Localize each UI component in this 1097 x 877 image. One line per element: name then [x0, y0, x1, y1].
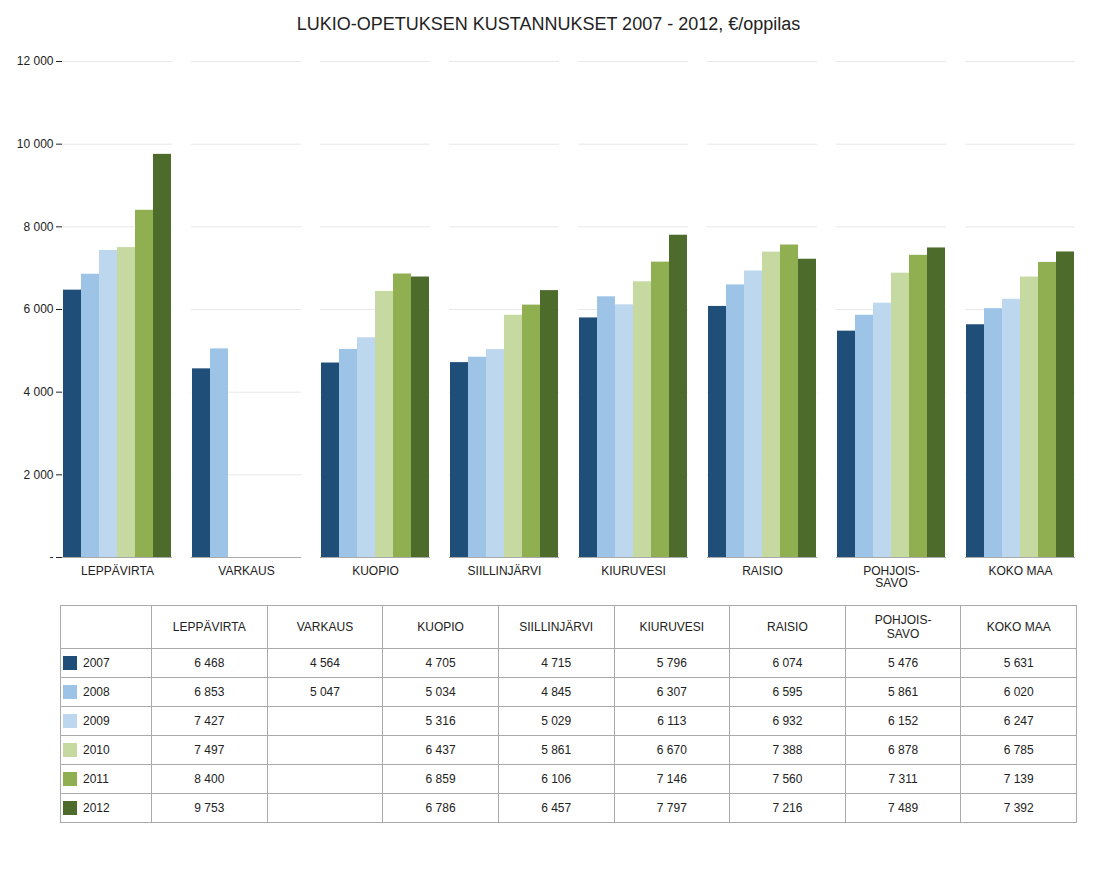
- html-text:6 247: 6 247: [1003, 714, 1034, 728]
- html-text:8 400: 8 400: [194, 772, 225, 786]
- html-text:5 034: 5 034: [425, 685, 456, 699]
- html-text:7 139: 7 139: [1003, 772, 1034, 786]
- html-text:7 497: 7 497: [194, 743, 225, 757]
- html-text:6 020: 6 020: [1003, 685, 1034, 699]
- html-text:KOKO MAA: KOKO MAA: [986, 620, 1051, 634]
- svg-text:6 000: 6 000: [23, 302, 53, 316]
- html-text:6 152: 6 152: [888, 714, 919, 728]
- html-text:7 560: 7 560: [772, 772, 803, 786]
- html-text:6 670: 6 670: [656, 743, 687, 757]
- html-text:6 106: 6 106: [541, 772, 572, 786]
- html-text:7 146: 7 146: [656, 772, 687, 786]
- html-text:6 786: 6 786: [425, 801, 456, 815]
- html-text:6 307: 6 307: [656, 685, 687, 699]
- svg-text:POHJOIS-SAVO: POHJOIS-SAVO: [863, 564, 920, 590]
- html-text:7 216: 7 216: [772, 801, 803, 815]
- svg-text:10 000: 10 000: [17, 137, 54, 151]
- html-text:2007: 2007: [83, 655, 110, 670]
- html-text:7 311: 7 311: [888, 772, 918, 786]
- svg-text:2 000: 2 000: [23, 468, 53, 482]
- html-text:KUOPIO: KUOPIO: [417, 620, 464, 634]
- html-text:4 715: 4 715: [541, 656, 572, 670]
- html-text:6 785: 6 785: [1003, 743, 1034, 757]
- html-text:2010: 2010: [83, 742, 110, 757]
- html-text:6 074: 6 074: [772, 656, 803, 670]
- html-text:4 564: 4 564: [309, 656, 340, 670]
- html-text:4 705: 4 705: [425, 656, 456, 670]
- html-text:5 861: 5 861: [888, 685, 919, 699]
- html-text:7 388: 7 388: [772, 743, 803, 757]
- html-text:7 489: 7 489: [888, 801, 919, 815]
- html-text:RAISIO: RAISIO: [767, 620, 808, 634]
- html-text:6 437: 6 437: [425, 743, 456, 757]
- svg-text:KUOPIO: KUOPIO: [352, 564, 399, 578]
- html-text:LUKIO-OPETUKSEN KUSTANNUKSET 2: LUKIO-OPETUKSEN KUSTANNUKSET 2007 - 2012…: [296, 14, 801, 34]
- html-text:6 859: 6 859: [425, 772, 456, 786]
- svg-text:12 000: 12 000: [17, 54, 54, 68]
- html-text:6 113: 6 113: [657, 714, 687, 728]
- html-text:POHJOIS- SAVO: POHJOIS- SAVO: [874, 613, 932, 641]
- html-text:7 392: 7 392: [1003, 801, 1034, 815]
- html-text:4 845: 4 845: [541, 685, 572, 699]
- html-text:2009: 2009: [83, 713, 110, 728]
- svg-text:SIILLINJÄRVI: SIILLINJÄRVI: [468, 564, 542, 578]
- html-text:5 861: 5 861: [541, 743, 572, 757]
- html-text:6 932: 6 932: [772, 714, 803, 728]
- html-text:2012: 2012: [83, 800, 110, 815]
- html-text:SIILLINJÄRVI: SIILLINJÄRVI: [519, 620, 594, 634]
- svg-text:LEPPÄVIRTA: LEPPÄVIRTA: [81, 564, 154, 578]
- html-text:7 797: 7 797: [656, 801, 687, 815]
- html-text:6 457: 6 457: [541, 801, 572, 815]
- html-text:6 878: 6 878: [888, 743, 919, 757]
- svg-text:RAISIO: RAISIO: [742, 564, 783, 578]
- svg-text:4 000: 4 000: [23, 385, 53, 399]
- html-text:5 316: 5 316: [425, 714, 456, 728]
- svg-text:-: -: [50, 550, 54, 564]
- html-text:5 029: 5 029: [541, 714, 572, 728]
- svg-text:VARKAUS: VARKAUS: [218, 564, 274, 578]
- html-text:2011: 2011: [83, 771, 109, 786]
- html-text:9 753: 9 753: [194, 801, 225, 815]
- html-text:5 047: 5 047: [309, 685, 340, 699]
- html-text:6 468: 6 468: [194, 656, 225, 670]
- html-text:7 427: 7 427: [194, 714, 225, 728]
- html-text:6 595: 6 595: [772, 685, 803, 699]
- html-text:KIURUVESI: KIURUVESI: [639, 620, 705, 634]
- html-text:5 476: 5 476: [888, 656, 919, 670]
- html-text:5 796: 5 796: [656, 656, 687, 670]
- html-text:5 631: 5 631: [1003, 656, 1034, 670]
- html-text:VARKAUS: VARKAUS: [296, 620, 354, 634]
- svg-text:8 000: 8 000: [23, 220, 53, 234]
- svg-text:KOKO MAA: KOKO MAA: [988, 564, 1052, 578]
- html-text:2008: 2008: [83, 684, 110, 699]
- html-text:6 853: 6 853: [194, 685, 225, 699]
- svg-text:KIURUVESI: KIURUVESI: [601, 564, 666, 578]
- html-text:LEPPÄVIRTA: LEPPÄVIRTA: [172, 620, 246, 634]
